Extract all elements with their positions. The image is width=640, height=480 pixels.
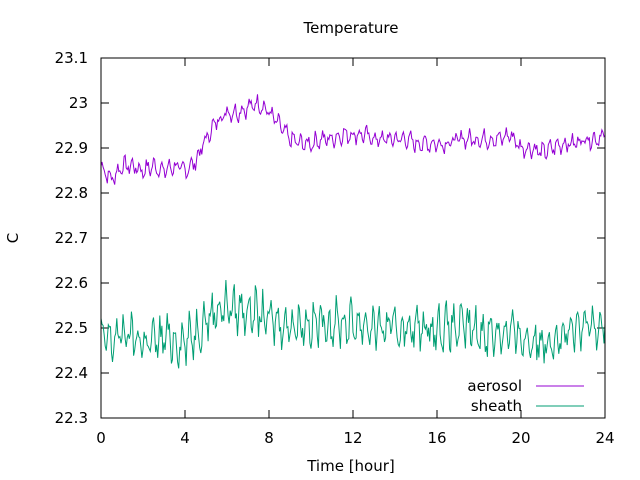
legend: aerosol sheath	[467, 377, 584, 415]
chart-title: Temperature	[302, 19, 398, 37]
y-tick-label: 22.8	[55, 184, 88, 202]
axis-ticks: 22.3 22.4 22.5 22.6 22.7 22.8 22.9 23 23.1 0 4 8 12 1…	[55, 49, 615, 447]
x-tick-label: 20	[511, 429, 530, 447]
x-tick-label: 16	[427, 429, 446, 447]
x-tick-label: 12	[343, 429, 362, 447]
series-line-sheath	[100, 279, 606, 369]
y-tick-label: 22.4	[55, 364, 88, 382]
y-tick-label: 22.9	[55, 139, 88, 157]
y-tick-label: 22.5	[55, 319, 88, 337]
x-tick-label: 4	[180, 429, 190, 447]
x-axis-label: Time [hour]	[306, 457, 395, 475]
y-tick-label: 23.1	[55, 49, 88, 67]
plot-frame	[100, 57, 606, 419]
legend-label-sheath: sheath	[471, 397, 522, 415]
y-tick-label: 22.7	[55, 229, 88, 247]
series-layer	[100, 94, 606, 369]
x-tick-label: 0	[96, 429, 106, 447]
x-tick-label: 8	[264, 429, 274, 447]
legend-label-aerosol: aerosol	[467, 377, 522, 395]
y-tick-label: 23	[69, 94, 88, 112]
x-tick-label: 24	[595, 429, 614, 447]
y-tick-label: 22.3	[55, 409, 88, 427]
series-line-aerosol	[100, 94, 606, 185]
y-axis-label: C	[4, 233, 22, 243]
y-tick-label: 22.6	[55, 274, 88, 292]
